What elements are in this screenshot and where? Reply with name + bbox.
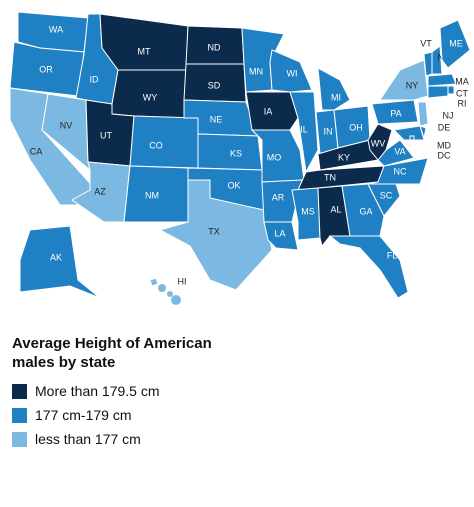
legend-items: More than 179.5 cm 177 cm-179 cm less than… — [12, 382, 212, 448]
state-label: MS — [301, 206, 315, 216]
state-label: AK — [50, 252, 62, 262]
state-label: IN — [324, 126, 333, 136]
state — [289, 91, 319, 174]
state-label: PA — [390, 108, 401, 118]
state-label: MD — [437, 140, 451, 150]
state — [423, 51, 433, 77]
state-label: NM — [145, 190, 159, 200]
state — [392, 125, 425, 141]
state — [291, 187, 321, 241]
state-label: MA — [455, 76, 469, 86]
map: WA OR CA NV ID MT WY UT AZ CO NM ND SD NE KS OK TX MN IA MO… — [9, 11, 471, 305]
state-label: IA — [264, 106, 273, 116]
state — [427, 73, 457, 87]
legend-swatch — [12, 408, 27, 423]
legend: Average Height of American males by stat… — [12, 334, 212, 454]
state-label: NY — [406, 80, 419, 90]
state — [439, 19, 471, 69]
state-label: OH — [349, 122, 363, 132]
state — [328, 235, 409, 299]
state — [129, 115, 199, 169]
state — [341, 183, 385, 237]
state-label: WY — [143, 92, 158, 102]
state-label: MO — [267, 152, 282, 162]
state-label: NE — [210, 114, 223, 124]
state-label: HI — [178, 276, 187, 286]
state — [317, 67, 351, 111]
state-label: DE — [438, 122, 451, 132]
state-label: WI — [287, 68, 298, 78]
legend-title: Average Height of American males by stat… — [12, 335, 212, 371]
state-label: ME — [449, 38, 463, 48]
state-label: CO — [149, 140, 163, 150]
legend-label: More than 179.5 cm — [35, 383, 160, 399]
state-label: NV — [60, 120, 73, 130]
state-label: TN — [324, 172, 336, 182]
state-label: WA — [49, 24, 63, 34]
state — [447, 85, 455, 95]
state-label: KS — [230, 148, 242, 158]
legend-swatch — [12, 384, 27, 399]
state-label: DC — [438, 150, 451, 160]
state-label: SD — [208, 80, 221, 90]
state — [427, 85, 449, 99]
state-label: MN — [249, 66, 263, 76]
legend-item: More than 179.5 cm — [12, 382, 212, 400]
legend-swatch — [12, 432, 27, 447]
state-label: OR — [39, 64, 53, 74]
state-label: NC — [394, 166, 407, 176]
state-label: NJ — [443, 110, 454, 120]
state — [263, 221, 299, 251]
state-label: AL — [330, 204, 341, 214]
state-label: MT — [138, 46, 151, 56]
state-label: ND — [208, 42, 221, 52]
state — [99, 13, 189, 71]
state — [167, 291, 173, 297]
legend-item: 177 cm-179 cm — [12, 406, 212, 424]
legend-label: less than 177 cm — [35, 431, 141, 447]
state-label: VT — [420, 38, 432, 48]
state-label: AR — [272, 192, 285, 202]
state-label: UT — [100, 130, 112, 140]
state — [245, 91, 299, 131]
state — [158, 179, 273, 291]
legend-item: less than 177 cm — [12, 430, 212, 448]
state — [417, 101, 429, 127]
state-label: RI — [458, 98, 467, 108]
state — [431, 45, 443, 75]
state-label: CA — [30, 146, 43, 156]
state-label: GA — [359, 206, 372, 216]
legend-label: 177 cm-179 cm — [35, 407, 132, 423]
state — [149, 277, 159, 287]
state-label: OK — [227, 180, 240, 190]
state-label: KY — [338, 152, 350, 162]
state — [171, 295, 181, 305]
state-label: CT — [456, 88, 468, 98]
state — [158, 284, 166, 292]
state — [409, 135, 415, 141]
state — [371, 99, 419, 125]
state-label: IL — [300, 124, 308, 134]
state — [379, 59, 429, 101]
state-label: WV — [371, 138, 386, 148]
state — [19, 225, 101, 299]
state-label: ID — [90, 74, 100, 84]
state-label: LA — [274, 228, 285, 238]
state-label: FL — [387, 250, 398, 260]
state-label: TX — [208, 226, 220, 236]
state-label: AZ — [94, 186, 106, 196]
state-label: VA — [394, 146, 405, 156]
state-label: MI — [331, 92, 341, 102]
state-label: SC — [380, 190, 393, 200]
